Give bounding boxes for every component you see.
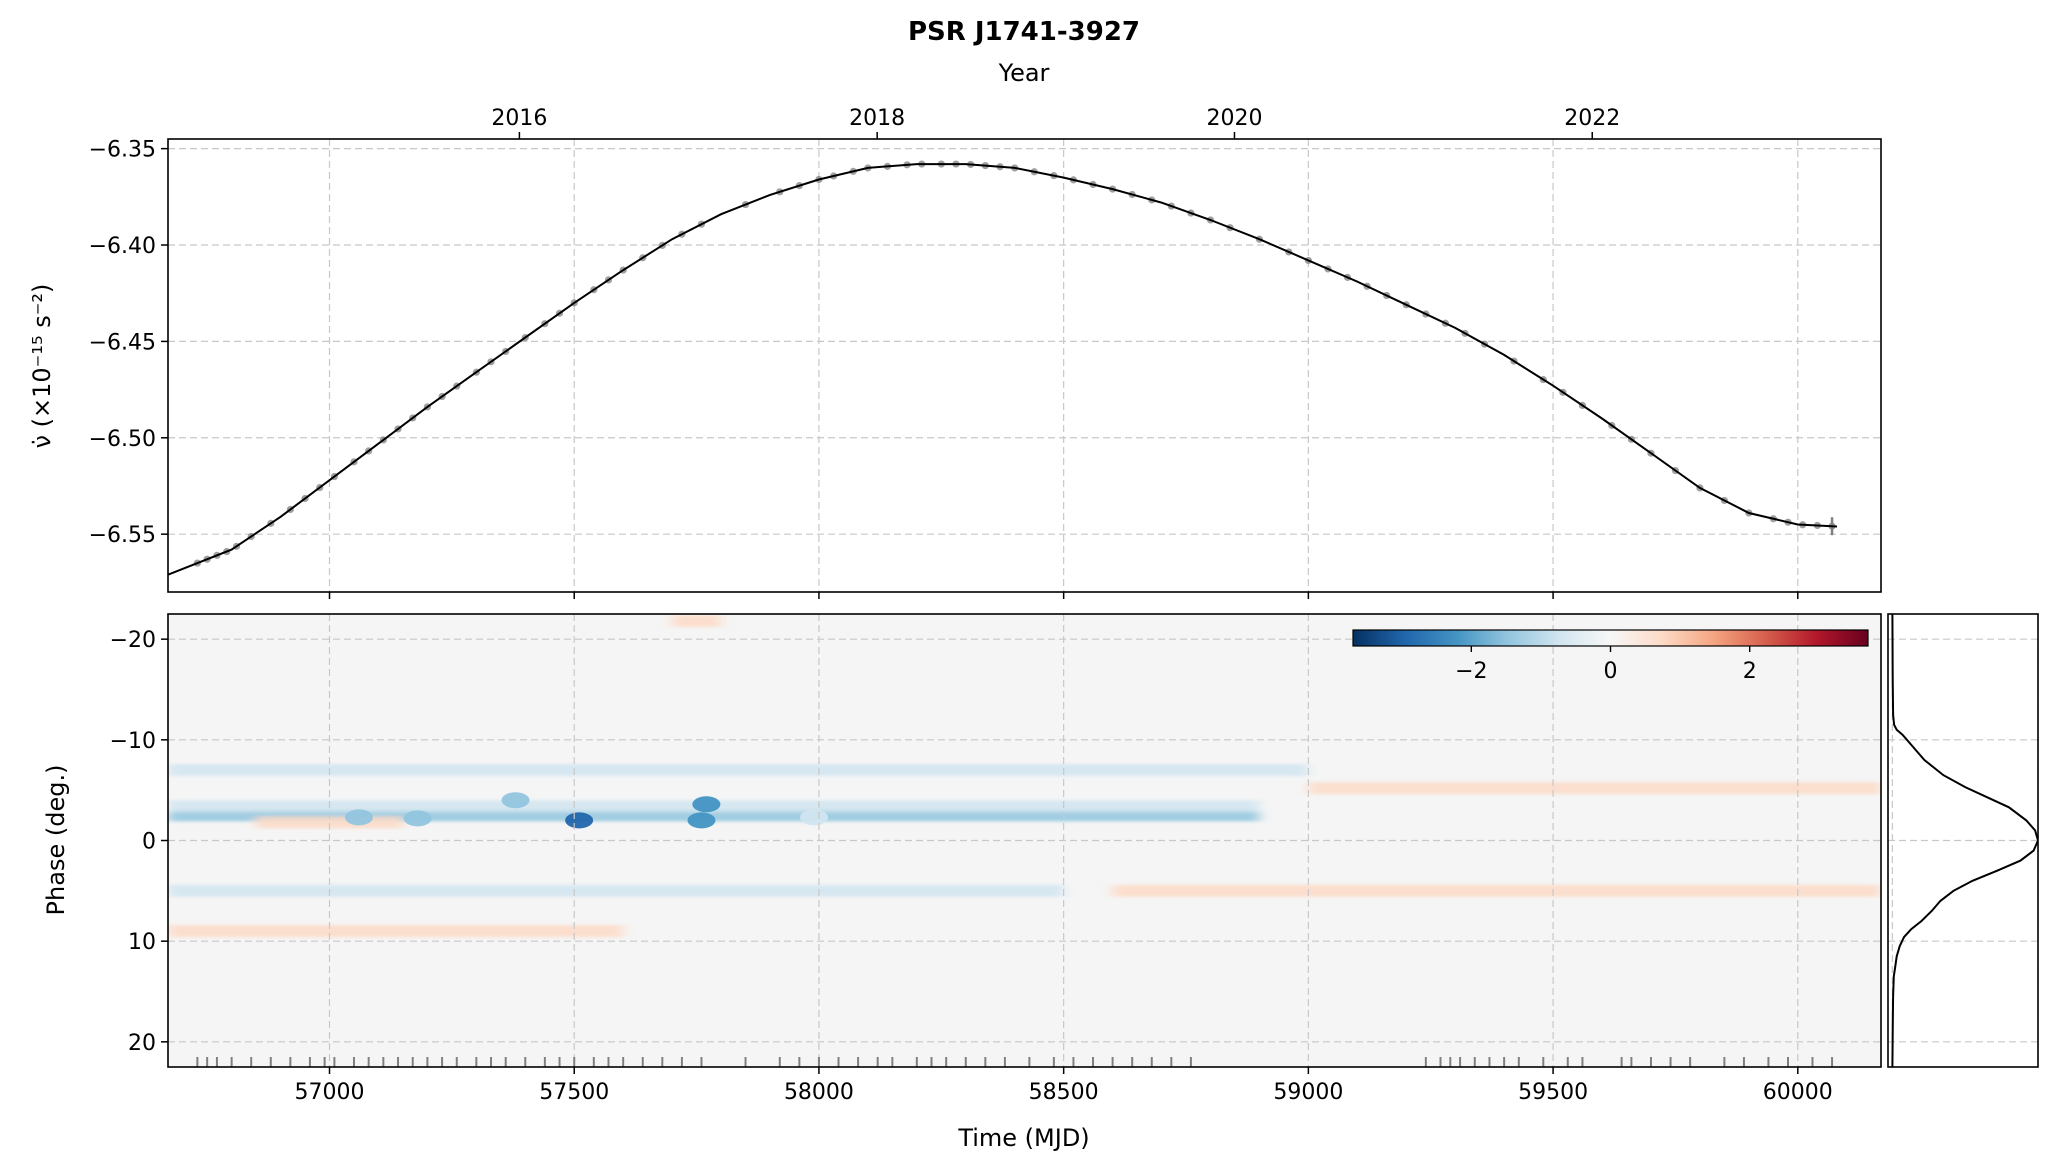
colorbar-ticks: −2 0 2 — [1455, 646, 1757, 684]
top-axis-label: Year — [998, 59, 1050, 87]
heatmap-spot — [800, 809, 829, 826]
y-tick-label: 10 — [128, 930, 156, 955]
heatmap-x-axis-label: Time (MJD) — [957, 1124, 1089, 1152]
top-grid — [168, 139, 1881, 592]
colorbar-tick-label: −2 — [1455, 659, 1487, 684]
colorbar: −2 0 2 — [1352, 629, 1869, 684]
heatmap-band — [168, 764, 1309, 777]
year-ticks: 2016 2018 2020 2022 — [491, 106, 1620, 139]
mean-profile-line — [1891, 614, 2038, 1067]
y-tick-label: −6.40 — [89, 234, 156, 259]
heatmap-x-ticks: 57000 57500 58000 58500 59000 59500 60000 — [295, 1067, 1833, 1105]
x-tick-label: 60000 — [1763, 1080, 1833, 1105]
heatmap-band — [168, 809, 1260, 822]
heatmap-spot — [692, 796, 721, 813]
heatmap-spot — [687, 812, 716, 829]
y-tick-label: −20 — [110, 628, 156, 653]
year-tick-label: 2020 — [1206, 106, 1262, 131]
colorbar-tick-label: 0 — [1604, 659, 1618, 684]
top-panel-frame — [167, 138, 1882, 593]
heatmap-y-axis-label: Phase (deg.) — [42, 765, 70, 916]
x-tick-label: 57000 — [295, 1080, 365, 1105]
heatmap-spots — [344, 792, 829, 829]
y-tick-label: −6.45 — [89, 330, 156, 355]
heatmap-band — [1112, 884, 1881, 897]
heatmap-background — [168, 614, 1881, 1067]
x-tick-label: 58500 — [1029, 1080, 1099, 1105]
y-tick-label: 0 — [142, 830, 156, 855]
heatmap-band — [672, 615, 722, 628]
colorbar-gradient — [1352, 629, 1869, 647]
colorbar-tick-label: 2 — [1743, 659, 1757, 684]
heatmap-grid — [168, 614, 1881, 1067]
x-tick-label: 58000 — [784, 1080, 854, 1105]
x-tick-label: 59000 — [1273, 1080, 1343, 1105]
mean-profile-panel — [1887, 613, 2039, 1068]
y-tick-label: 20 — [128, 1031, 156, 1056]
profile-grid — [1888, 614, 2039, 1067]
heatmap-spot — [344, 809, 373, 826]
x-tick-label: 57500 — [539, 1080, 609, 1105]
year-tick-label: 2016 — [491, 106, 547, 131]
y-tick-label: −10 — [110, 729, 156, 754]
top-y-axis-label: ν̇ (×10⁻¹⁵ s⁻²) — [28, 284, 56, 449]
top-y-ticks: −6.35 −6.40 −6.45 −6.50 −6.55 — [89, 138, 168, 548]
x-tick-label: 59500 — [1518, 1080, 1588, 1105]
year-tick-label: 2018 — [849, 106, 905, 131]
y-tick-label: −6.35 — [89, 138, 156, 163]
heatmap-spot — [403, 810, 432, 827]
heatmap-y-ticks: −20 −10 0 10 20 — [110, 628, 168, 1056]
spin-down-panel: −6.35−6.40−6.45−6.50−6.55 2016 2018 2020 20… — [28, 106, 1882, 599]
timing-points — [193, 160, 1836, 567]
spin-down-model-line — [168, 163, 1838, 576]
heatmap-band — [168, 925, 624, 938]
heatmap-band — [168, 884, 1064, 897]
figure-title: PSR J1741-3927 — [908, 17, 1140, 47]
top-bottom-ticks — [328, 592, 1799, 599]
profile-frame — [1887, 613, 2039, 1068]
heatmap-band — [1308, 782, 1881, 795]
heatmap-spot — [501, 792, 530, 809]
heatmap-spot — [565, 812, 594, 829]
y-tick-label: −6.55 — [89, 523, 156, 548]
year-tick-label: 2022 — [1564, 106, 1620, 131]
y-tick-label: −6.50 — [89, 427, 156, 452]
observation-rug — [196, 1057, 1834, 1067]
